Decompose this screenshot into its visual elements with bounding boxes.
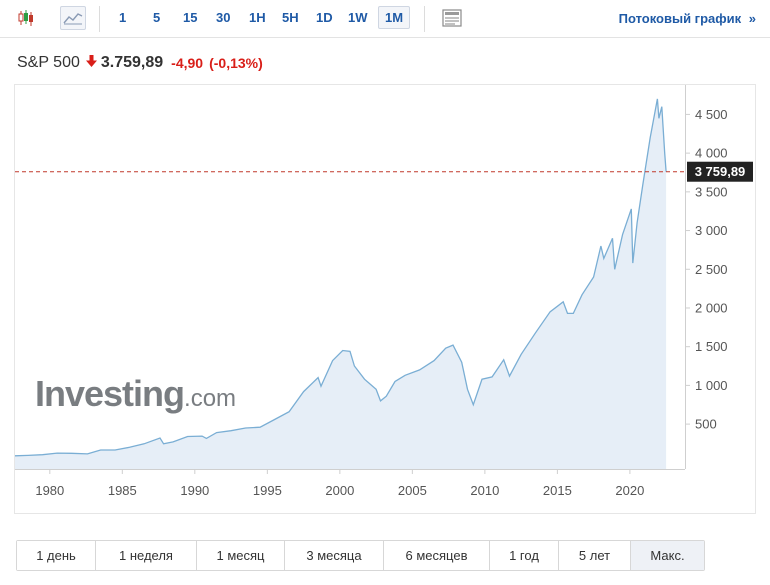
y-tick-label: 3 000 — [695, 223, 728, 238]
toolbar-divider — [99, 6, 100, 32]
timeframe-30[interactable]: 30 — [216, 10, 231, 25]
timeframe-5[interactable]: 5 — [153, 10, 161, 25]
y-tick-label: 1 000 — [695, 378, 728, 393]
x-tick-label: 1985 — [108, 483, 137, 498]
timeframe-1w[interactable]: 1W — [348, 10, 368, 25]
y-tick-label: 1 500 — [695, 339, 728, 354]
instrument-name: S&P 500 — [17, 54, 80, 71]
y-tick-label: 500 — [695, 417, 717, 432]
candlestick-chart-icon[interactable] — [14, 6, 38, 30]
line-chart-icon[interactable] — [60, 6, 86, 30]
x-tick-label: 1980 — [35, 483, 64, 498]
range-5-years[interactable]: 5 лет — [559, 541, 631, 570]
y-tick-label: 3 500 — [695, 184, 728, 199]
last-price-label: 3 759,89 — [695, 164, 746, 179]
x-tick-label: 2005 — [398, 483, 427, 498]
y-tick-label: 2 500 — [695, 262, 728, 277]
watermark-suffix: .com — [184, 385, 237, 412]
watermark-main: Investing — [35, 373, 185, 414]
x-tick-label: 2015 — [543, 483, 572, 498]
range-max[interactable]: Макс. — [631, 541, 704, 570]
y-tick-label: 4 500 — [695, 107, 728, 122]
toolbar-divider — [424, 6, 425, 32]
series-area — [15, 98, 667, 470]
timeframe-15[interactable]: 15 — [183, 10, 198, 25]
chart-toolbar: 1 5 15 30 1H 5H 1D 1W 1M Потоковый графи… — [0, 0, 770, 38]
x-tick-label: 2010 — [470, 483, 499, 498]
timeframe-1m[interactable]: 1M — [378, 6, 411, 29]
price-chart-canvas: 1980 1985 1990 1995 2000 2005 2010 2015 2020 500… — [15, 85, 753, 498]
timeframe-1h[interactable]: 1H — [249, 10, 266, 25]
range-1-month[interactable]: 1 месяц — [197, 541, 285, 570]
double-chevron-right-icon: » — [748, 11, 756, 26]
range-1-week[interactable]: 1 неделя — [96, 541, 197, 570]
range-3-months[interactable]: 3 месяца — [285, 541, 384, 570]
x-tick-label: 2000 — [325, 483, 354, 498]
timeframe-1d[interactable]: 1D — [316, 10, 333, 25]
y-tick-label: 2 000 — [695, 300, 728, 315]
price-chart[interactable]: 1980 1985 1990 1995 2000 2005 2010 2015 2020 500… — [14, 84, 756, 514]
range-6-months[interactable]: 6 месяцев — [384, 541, 490, 570]
x-tick-label: 1990 — [180, 483, 209, 498]
instrument-quote: S&P 500 3.759,89 -4,90 (-0,13%) — [17, 53, 263, 73]
investing-watermark-logo: Investing.com — [35, 373, 236, 415]
timeframe-5h[interactable]: 5H — [282, 10, 299, 25]
x-tick-label: 2020 — [615, 483, 644, 498]
y-tick-label: 4 000 — [695, 146, 728, 161]
last-price: 3.759,89 — [100, 54, 164, 71]
series-line — [15, 98, 667, 457]
streaming-chart-link[interactable]: Потоковый график » — [619, 11, 756, 26]
range-1-year[interactable]: 1 год — [490, 541, 559, 570]
time-range-selector: 1 день 1 неделя 1 месяц 3 месяца 6 месяц… — [16, 540, 705, 571]
x-tick-label: 1995 — [253, 483, 282, 498]
streaming-chart-label: Потоковый график — [618, 11, 742, 26]
arrow-down-icon — [85, 54, 97, 72]
timeframe-1[interactable]: 1 — [119, 10, 127, 25]
last-price-label-bg — [687, 161, 753, 182]
price-change-percent: (-0,13%) — [209, 55, 263, 71]
news-overlay-icon[interactable] — [440, 6, 464, 30]
range-1-day[interactable]: 1 день — [17, 541, 96, 570]
price-change: -4,90 — [171, 55, 204, 71]
